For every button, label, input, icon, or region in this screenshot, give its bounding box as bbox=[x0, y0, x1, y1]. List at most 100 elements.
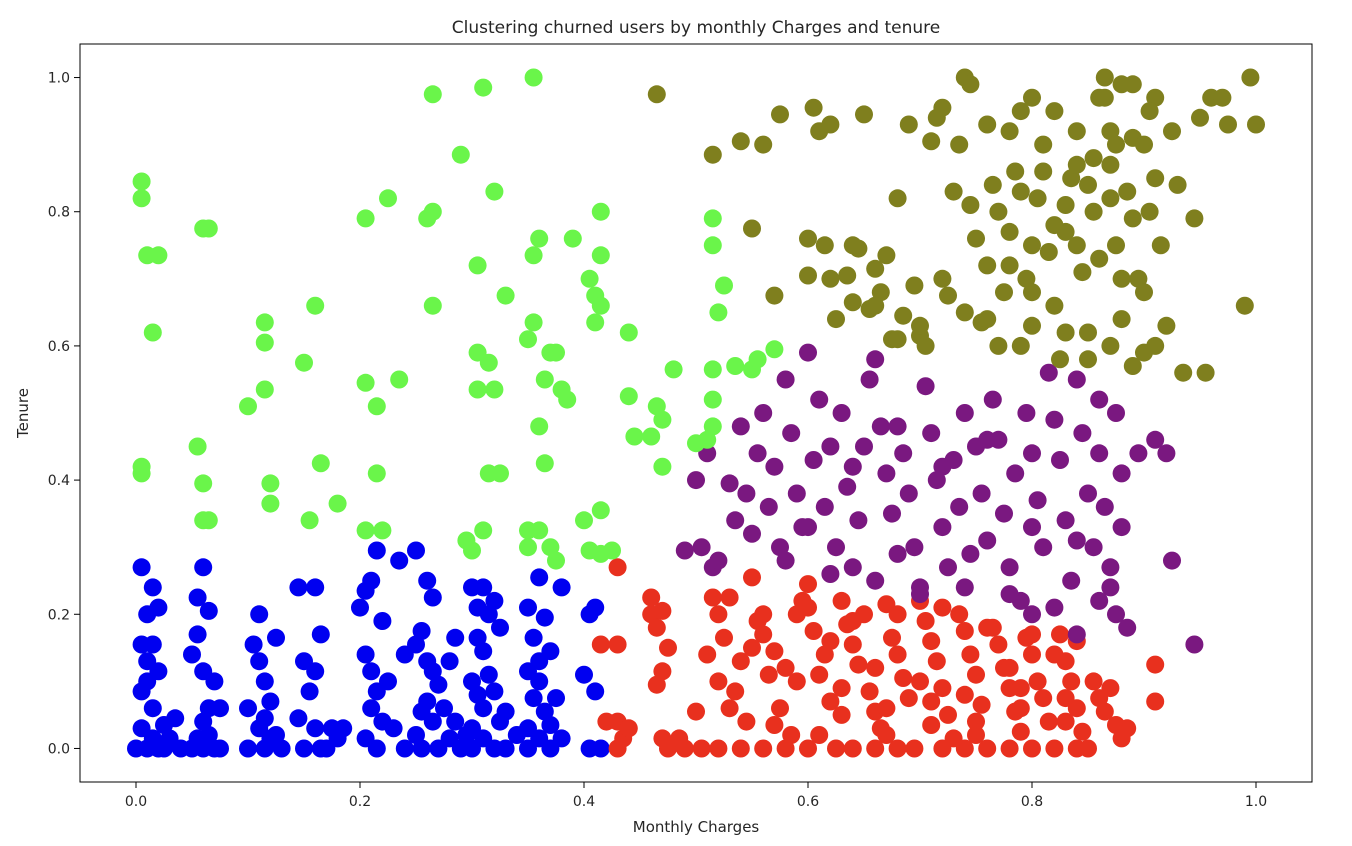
data-point bbox=[1135, 135, 1153, 154]
data-point bbox=[311, 454, 330, 473]
data-point bbox=[642, 588, 661, 607]
x-tick-label: 0.2 bbox=[349, 794, 371, 810]
data-point bbox=[955, 622, 974, 640]
data-point bbox=[1000, 585, 1019, 604]
data-point bbox=[810, 726, 829, 744]
data-point bbox=[132, 464, 151, 483]
data-point bbox=[451, 145, 470, 164]
data-point bbox=[311, 625, 330, 644]
data-point bbox=[1095, 497, 1114, 516]
data-point bbox=[1140, 102, 1159, 121]
data-point bbox=[771, 699, 789, 718]
data-point bbox=[211, 699, 229, 718]
data-point bbox=[155, 739, 173, 758]
data-point bbox=[1023, 444, 1041, 463]
data-point bbox=[384, 719, 403, 738]
data-point bbox=[474, 78, 493, 97]
y-tick-label: 1.0 bbox=[48, 71, 70, 87]
data-point bbox=[479, 353, 498, 372]
data-point bbox=[849, 511, 868, 530]
data-point bbox=[547, 689, 565, 708]
data-point bbox=[832, 679, 851, 698]
data-point bbox=[239, 739, 257, 758]
data-point bbox=[978, 739, 997, 758]
data-point bbox=[1101, 578, 1120, 597]
data-point bbox=[821, 632, 840, 651]
data-point bbox=[435, 699, 453, 718]
data-point bbox=[367, 464, 386, 483]
data-point bbox=[866, 296, 885, 315]
data-point bbox=[804, 451, 823, 469]
data-point bbox=[899, 689, 918, 708]
data-point bbox=[356, 521, 375, 540]
data-point bbox=[877, 464, 896, 483]
data-point bbox=[1079, 484, 1097, 503]
data-point bbox=[541, 716, 560, 734]
data-point bbox=[1034, 538, 1053, 557]
data-point bbox=[390, 551, 409, 570]
data-point bbox=[586, 313, 605, 332]
y-tick-label: 0.2 bbox=[48, 607, 70, 623]
data-point bbox=[647, 85, 666, 104]
data-point bbox=[1101, 155, 1120, 174]
data-point bbox=[300, 511, 319, 530]
data-point bbox=[754, 739, 773, 758]
data-point bbox=[916, 377, 935, 396]
data-point bbox=[199, 511, 218, 530]
data-point bbox=[524, 628, 543, 647]
data-point bbox=[423, 202, 442, 221]
data-point bbox=[849, 655, 868, 674]
data-point bbox=[815, 497, 834, 516]
data-point bbox=[1067, 122, 1086, 141]
data-point bbox=[239, 699, 257, 718]
data-point bbox=[776, 739, 795, 758]
data-point bbox=[933, 269, 952, 288]
data-point bbox=[726, 357, 745, 375]
data-point bbox=[1045, 645, 1064, 664]
data-point bbox=[188, 588, 207, 607]
data-point bbox=[754, 625, 773, 644]
data-point bbox=[950, 135, 969, 154]
data-point bbox=[866, 259, 885, 278]
data-point bbox=[143, 323, 162, 342]
data-point bbox=[423, 712, 442, 731]
data-point bbox=[541, 642, 560, 661]
data-point bbox=[776, 551, 795, 570]
data-point bbox=[547, 551, 565, 570]
data-point bbox=[1123, 209, 1142, 228]
data-point bbox=[591, 501, 610, 520]
data-point bbox=[1073, 722, 1092, 741]
data-point bbox=[933, 98, 952, 117]
data-point bbox=[1023, 518, 1041, 537]
data-point bbox=[927, 652, 946, 671]
data-point bbox=[306, 578, 325, 597]
data-point bbox=[306, 662, 325, 681]
data-point bbox=[580, 269, 599, 288]
data-point bbox=[143, 578, 162, 597]
data-point bbox=[961, 196, 980, 214]
y-tick-label: 0.0 bbox=[48, 741, 70, 757]
data-point bbox=[1056, 196, 1075, 214]
data-point bbox=[771, 105, 789, 124]
data-point bbox=[703, 209, 722, 228]
data-point bbox=[1157, 316, 1176, 335]
data-point bbox=[950, 605, 969, 624]
data-point bbox=[776, 370, 795, 389]
x-axis: 0.0 0.2 0.4 0.6 0.8 1.0 bbox=[125, 782, 1267, 810]
data-point bbox=[1011, 336, 1030, 355]
data-point bbox=[692, 538, 711, 557]
data-point bbox=[1112, 269, 1131, 288]
data-point bbox=[356, 373, 375, 392]
data-point bbox=[468, 380, 487, 399]
data-point bbox=[642, 427, 661, 446]
data-point bbox=[1056, 712, 1075, 731]
data-point bbox=[1011, 699, 1030, 718]
data-point bbox=[709, 605, 728, 624]
data-point bbox=[1079, 350, 1097, 369]
data-point bbox=[317, 739, 336, 758]
data-point bbox=[143, 635, 162, 654]
data-point bbox=[619, 323, 638, 342]
data-point bbox=[255, 333, 274, 352]
data-point bbox=[1006, 464, 1025, 483]
data-point bbox=[664, 360, 683, 379]
